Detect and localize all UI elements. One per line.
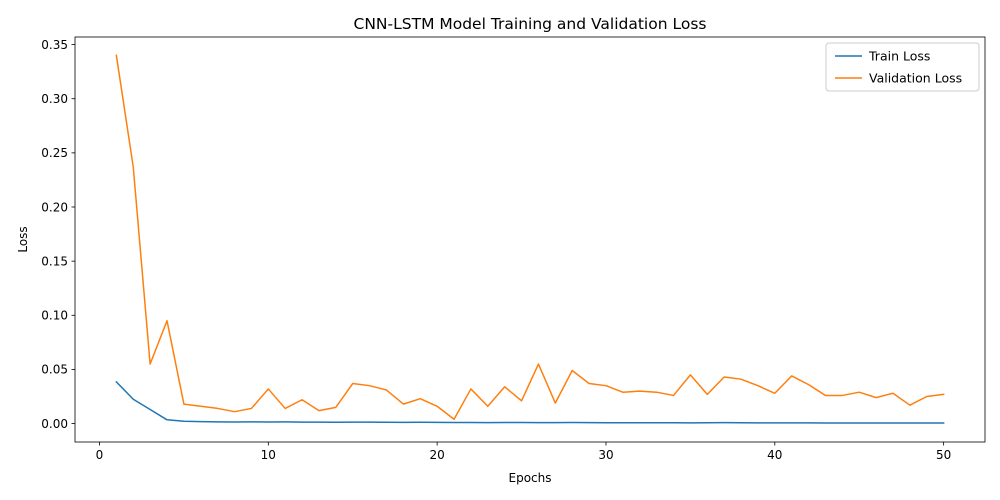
plot-background [75,37,985,442]
y-tick-label: 0.05 [41,363,68,377]
y-axis-label: Loss [16,226,30,252]
plot-area [74,36,986,443]
x-tick-label: 0 [96,448,104,462]
y-axis: 0.00 0.05 0.10 0.15 0.20 0.25 0.30 0.35 [41,38,75,431]
plot-frame [74,36,986,443]
legend-train-loss-label: Train Loss [868,49,930,64]
x-tick-label: 20 [430,448,445,462]
y-tick-label: 0.15 [41,254,68,268]
series-group [115,54,945,424]
series-line-train-loss [115,380,945,424]
y-tick-label: 0.00 [41,417,68,431]
x-tick-label: 50 [936,448,951,462]
y-tick-label: 0.10 [41,309,68,323]
y-tick-label: 0.25 [41,146,68,160]
x-tick-label: 30 [598,448,613,462]
legend-validation-loss-label: Validation Loss [869,71,962,86]
x-axis-label: Epochs [509,471,552,485]
legend: Train Loss Validation Loss [825,42,980,92]
y-tick-label: 0.20 [41,200,68,214]
x-axis: 0 10 20 30 40 50 [96,442,951,462]
x-tick-label: 10 [261,448,276,462]
legend-box [825,42,980,92]
y-tick-label: 0.30 [41,92,68,106]
x-tick-label: 40 [767,448,782,462]
series-line-validation-loss [115,54,945,421]
chart-title: CNN-LSTM Model Training and Validation L… [354,15,707,33]
y-tick-label: 0.35 [41,38,68,52]
